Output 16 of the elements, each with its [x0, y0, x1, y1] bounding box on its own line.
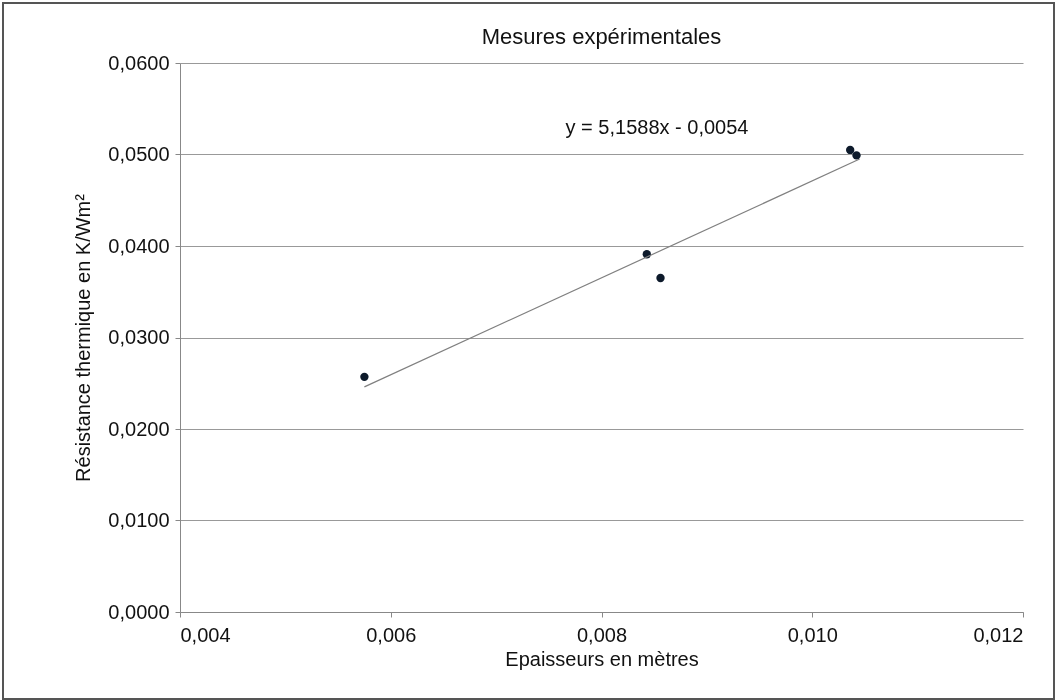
y-tick-label: 0,0200: [108, 417, 170, 440]
y-tick-label: 0,0500: [108, 143, 170, 165]
y-tick-label: 0,0300: [108, 326, 170, 348]
annotation: y = 5,1588x - 0,0054: [565, 116, 749, 138]
y-axis-title: Résistance thermique en K/Wm²: [72, 193, 95, 482]
x-tick-label: 0,006: [366, 623, 417, 646]
x-tick-label: 0,004: [180, 623, 231, 646]
x-tick-label: 0,010: [787, 623, 838, 646]
x-tick-label: 0,012: [973, 623, 1024, 646]
y-tick-label: 0,0000: [108, 600, 170, 623]
x-axis-title: Epaisseurs en mètres: [505, 647, 699, 670]
y-tick-label: 0,0400: [108, 234, 170, 257]
y-tick-label: 0,0100: [108, 509, 170, 531]
chart-title: Mesures expérimentales: [481, 24, 722, 49]
y-tick-label: 0,0600: [108, 51, 170, 74]
x-tick-label: 0,008: [576, 623, 628, 646]
